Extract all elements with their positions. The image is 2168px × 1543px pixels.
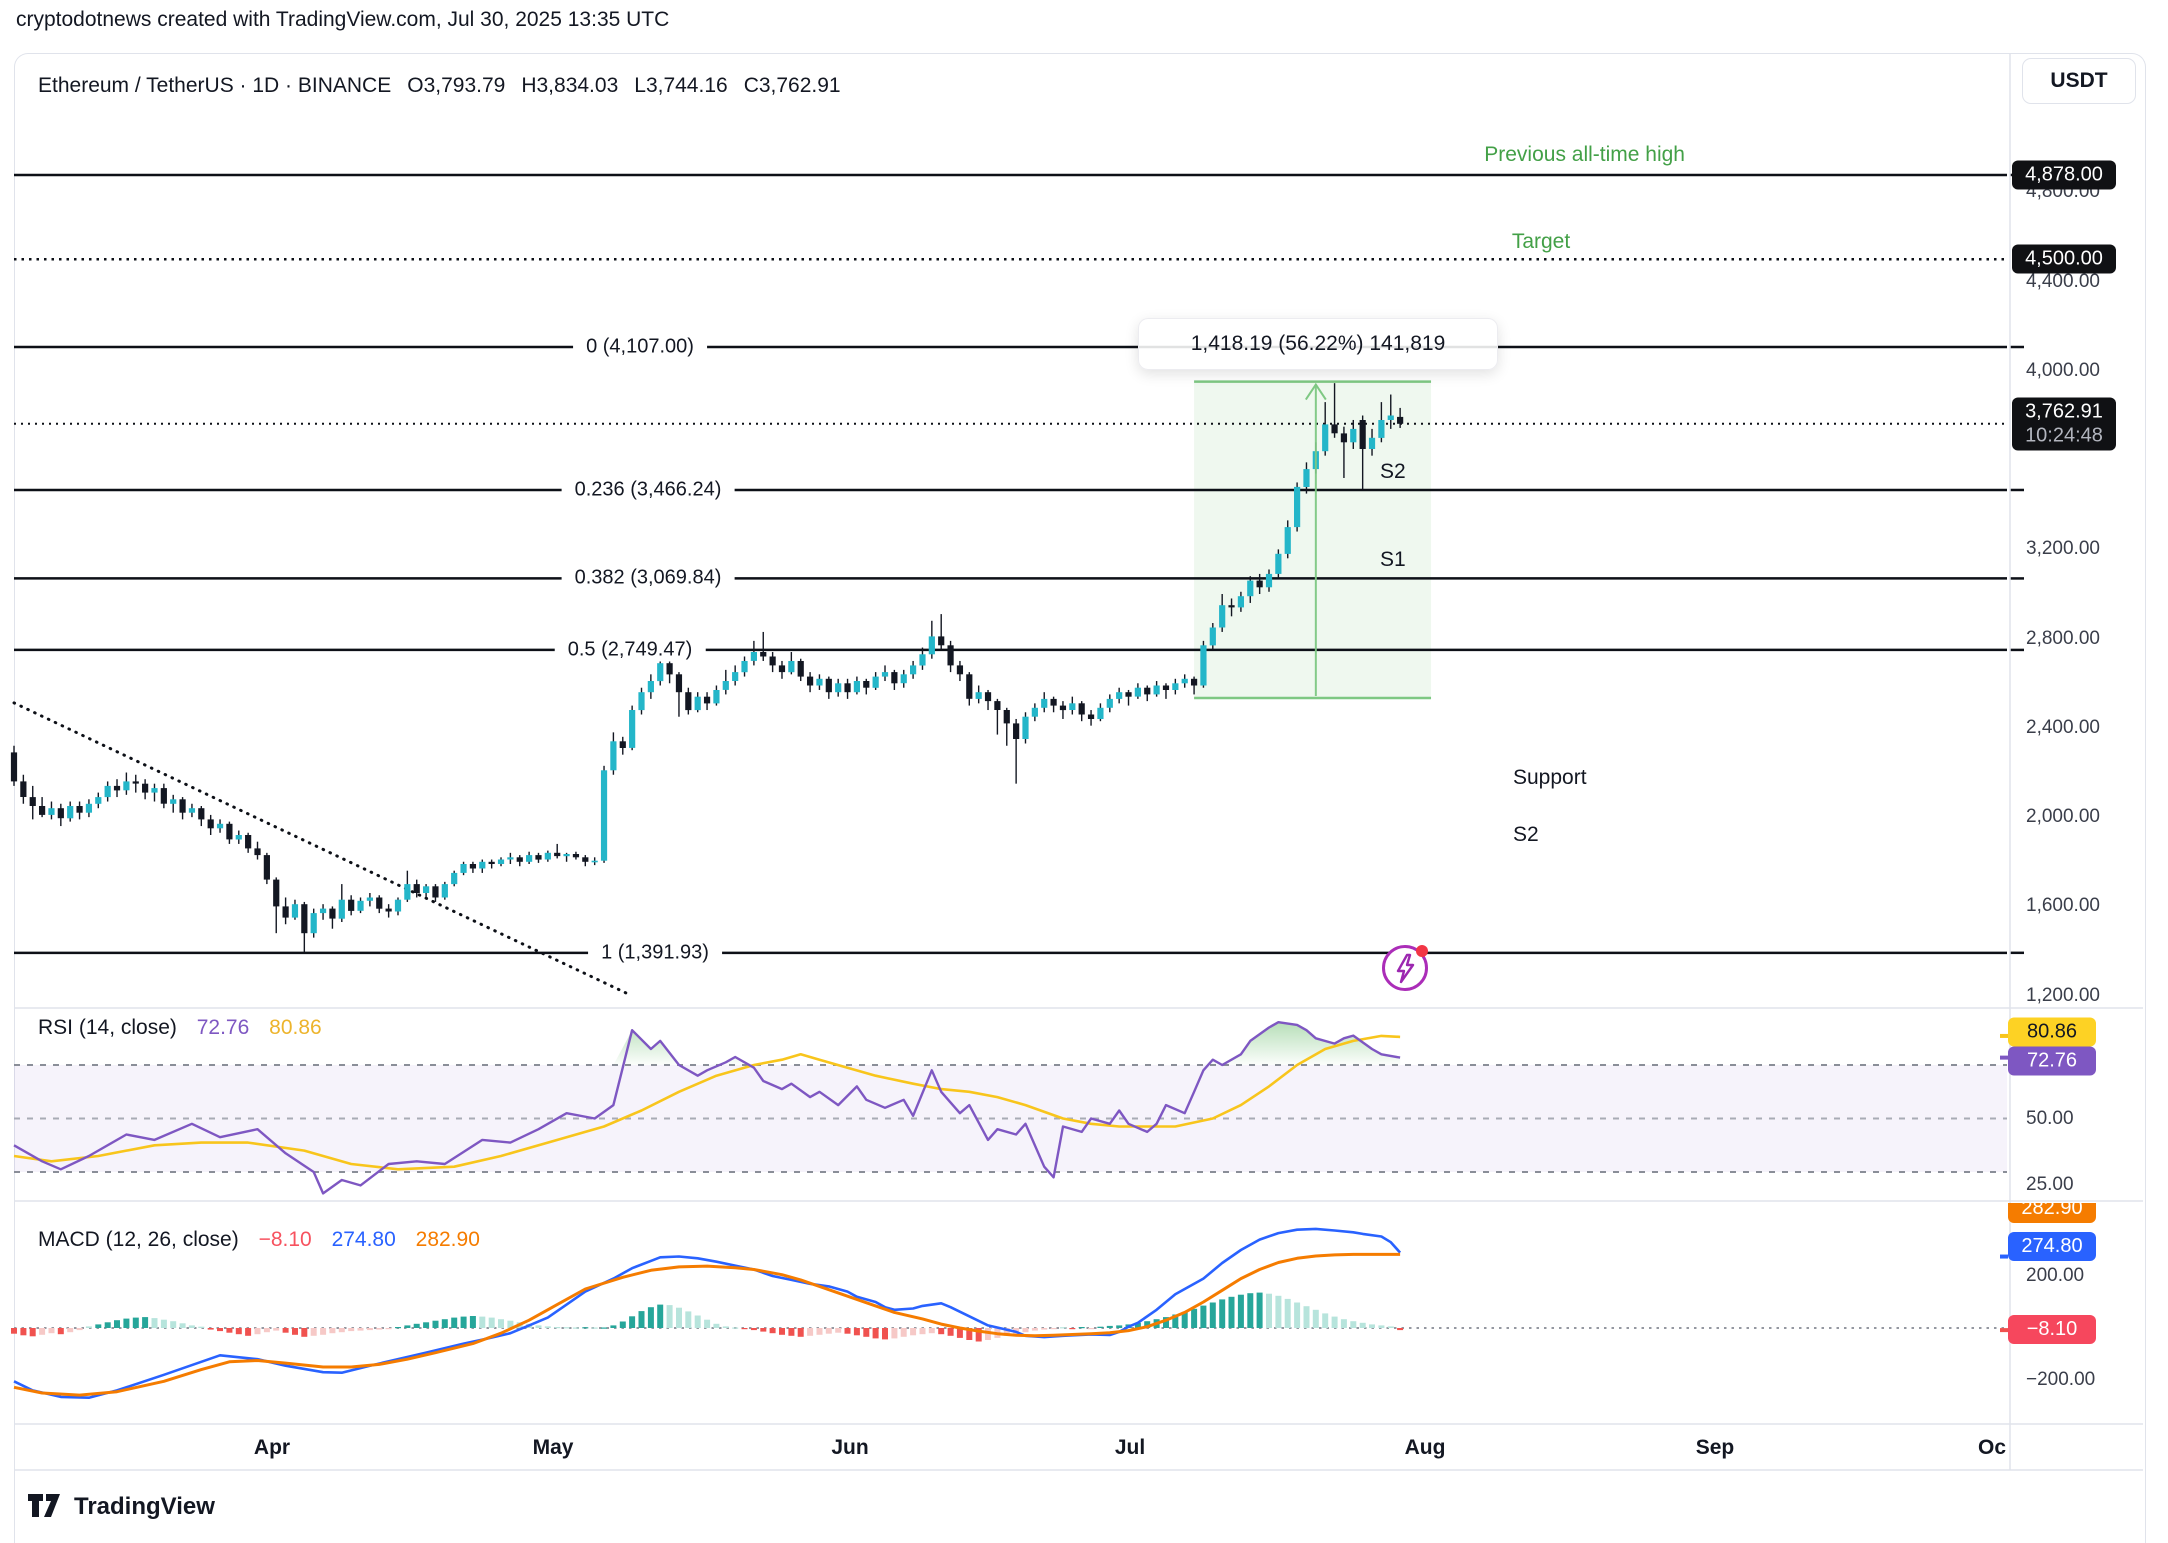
- notification-dot: [1416, 945, 1428, 957]
- price-tick-label: 2,800.00: [2026, 627, 2100, 649]
- s1-label: S1: [1380, 548, 1406, 571]
- price-tick-label: 4,400.00: [2026, 270, 2100, 292]
- fib-level-label: 0 (4,107.00): [573, 335, 707, 359]
- fib-level-label: 0.5 (2,749.47): [554, 638, 706, 662]
- tradingview-logo-icon: [28, 1494, 60, 1517]
- time-axis-label: May: [532, 1436, 574, 1459]
- price-tick-label: 2,400.00: [2026, 716, 2100, 738]
- prev-ath-label: Previous all-time high: [1484, 143, 1685, 166]
- rsi-value: 72.76: [196, 1016, 250, 1039]
- low-label: L: [634, 74, 646, 97]
- macd-signal-value: 282.90: [415, 1228, 480, 1251]
- time-axis-label: Oc: [1977, 1436, 2007, 1459]
- macd-badge: 282.90: [2008, 1203, 2096, 1223]
- symbol-header: Ethereum / TetherUS · 1D · BINANCE O3,793…: [38, 74, 841, 98]
- macd-badge: −8.10: [2008, 1315, 2096, 1344]
- macd-line-value: 274.80: [331, 1228, 396, 1251]
- rsi-badge: 80.86: [2008, 1017, 2096, 1047]
- macd-tick-label: 200.00: [2026, 1265, 2085, 1286]
- lightning-bolt-icon: [1396, 953, 1415, 984]
- open-label: O: [407, 74, 424, 97]
- rsi-badge: 72.76: [2008, 1046, 2096, 1076]
- price-badge: 4,500.00: [2012, 244, 2116, 274]
- s2-upper-label: S2: [1380, 460, 1406, 483]
- price-tick-label: 1,600.00: [2026, 895, 2100, 917]
- price-tick-label: 4,000.00: [2026, 359, 2100, 381]
- price-badge: 4,878.00: [2012, 160, 2116, 190]
- target-label: Target: [1511, 230, 1571, 253]
- measurement-tooltip: 1,418.19 (56.22%) 141,819: [1138, 318, 1498, 370]
- macd-legend: MACD (12, 26, close) −8.10 274.80 282.90: [38, 1228, 480, 1252]
- time-axis-label: Jul: [1114, 1436, 1146, 1459]
- high-value: 3,834.03: [536, 74, 619, 97]
- footer-brand: TradingView: [28, 1493, 215, 1521]
- rsi-title: RSI (14, close): [38, 1016, 177, 1039]
- support-label: Support: [1513, 766, 1587, 789]
- macd-hist-value: −8.10: [258, 1228, 312, 1251]
- price-badge: 3,762.91 10:24:48: [2012, 397, 2116, 451]
- symbol-title: Ethereum / TetherUS · 1D · BINANCE: [38, 74, 392, 97]
- rsi-ma-value: 80.86: [269, 1016, 322, 1039]
- price-tick-label: 1,200.00: [2026, 984, 2100, 1006]
- macd-tick-label: −200.00: [2026, 1369, 2096, 1390]
- time-axis-label: Apr: [253, 1436, 291, 1459]
- close-value: 3,762.91: [758, 74, 841, 97]
- fib-level-label: 0.236 (3,466.24): [561, 478, 735, 502]
- attribution-text: cryptodotnews created with TradingView.c…: [16, 8, 670, 31]
- macd-title: MACD (12, 26, close): [38, 1228, 239, 1251]
- price-tick-label: 2,000.00: [2026, 806, 2100, 828]
- rsi-tick-label: 25.00: [2026, 1174, 2074, 1196]
- currency-unit-button[interactable]: USDT: [2022, 58, 2136, 104]
- tradingview-brand-text: TradingView: [74, 1493, 215, 1520]
- time-axis-label: Jun: [831, 1436, 869, 1459]
- fib-level-label: 0.382 (3,069.84): [561, 566, 735, 590]
- fib-level-label: 1 (1,391.93): [588, 941, 722, 965]
- macd-badge: 274.80: [2008, 1232, 2096, 1261]
- time-axis-label: Aug: [1404, 1436, 1446, 1459]
- price-tick-label: 3,200.00: [2026, 538, 2100, 560]
- close-label: C: [743, 74, 759, 97]
- rsi-legend: RSI (14, close) 72.76 80.86: [38, 1016, 322, 1040]
- macd-axis-badges: 282.90 274.80 −8.10: [0, 1203, 2168, 1422]
- s2-lower-label: S2: [1513, 823, 1539, 846]
- countdown-timer: 10:24:48: [2025, 424, 2103, 447]
- open-value: 3,793.79: [423, 74, 506, 97]
- rsi-tick-label: 50.00: [2026, 1107, 2074, 1129]
- time-axis-label: Sep: [1695, 1436, 1735, 1459]
- high-label: H: [521, 74, 537, 97]
- low-value: 3,744.16: [645, 74, 728, 97]
